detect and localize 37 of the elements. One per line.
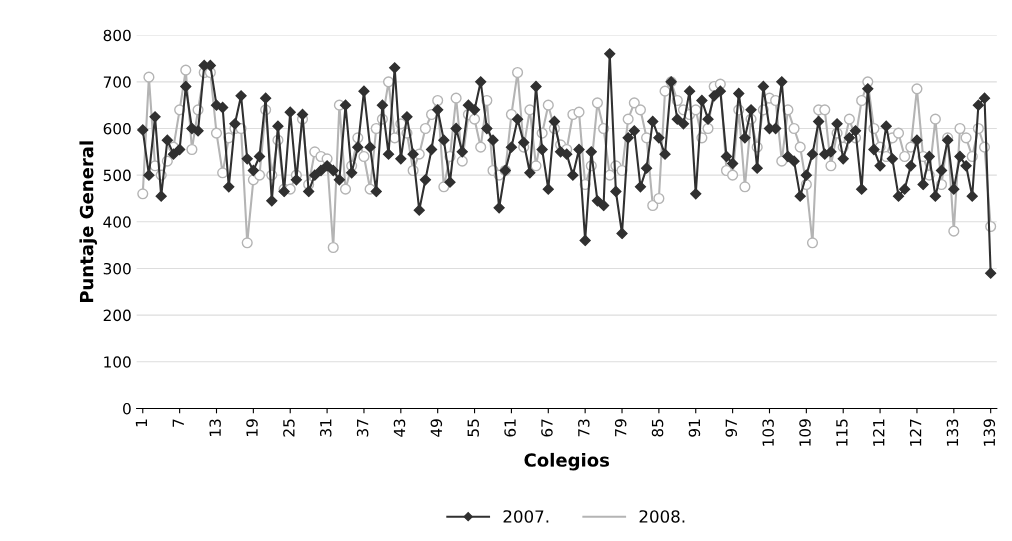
x-tick-label: 73 (578, 419, 590, 437)
x-tick-label: 127 (909, 419, 922, 446)
legend-label: 2008. (639, 510, 685, 523)
x-tick-label: 61 (504, 419, 516, 437)
x-tick-label: 55 (467, 419, 479, 437)
x-axis-title: Colegios (524, 452, 610, 471)
x-tick-label: 91 (688, 419, 701, 437)
legend-label: 2007. (503, 510, 549, 523)
x-tick-label: 31 (319, 419, 332, 437)
x-tick-label: 85 (651, 419, 664, 437)
x-tick-label: 103 (762, 419, 774, 446)
x-tick-label: 7 (172, 419, 184, 427)
x-tick-label: 1 (135, 419, 147, 427)
x-tick-label: 25 (283, 419, 295, 437)
y-tick-label: 300 (103, 262, 131, 275)
x-tick-label: 13 (209, 419, 221, 436)
y-tick-label: 400 (103, 216, 131, 228)
x-tick-label: 109 (799, 419, 811, 446)
x-tick-label: 79 (614, 419, 627, 437)
x-tick-label: 139 (983, 419, 996, 446)
x-tick-label: 19 (246, 419, 258, 436)
x-tick-label: 121 (872, 419, 885, 446)
x-tick-label: 43 (393, 419, 406, 437)
y-tick-label: 600 (103, 122, 131, 135)
x-tick-label: 115 (836, 419, 848, 446)
x-tick-label: 37 (356, 419, 369, 437)
y-tick-label: 700 (103, 76, 131, 88)
x-tick-label: 97 (725, 419, 738, 437)
y-tick-label: 200 (103, 309, 131, 322)
y-axis-title: Puntaje General (79, 141, 98, 303)
x-tick-label: 67 (541, 419, 553, 437)
y-tick-label: 100 (104, 356, 131, 368)
y-tick-label: 500 (103, 169, 131, 182)
y-tick-label: 800 (103, 29, 131, 42)
x-tick-label: 133 (946, 419, 959, 446)
y-tick-label: 0 (123, 402, 131, 415)
x-tick-label: 49 (430, 419, 443, 437)
